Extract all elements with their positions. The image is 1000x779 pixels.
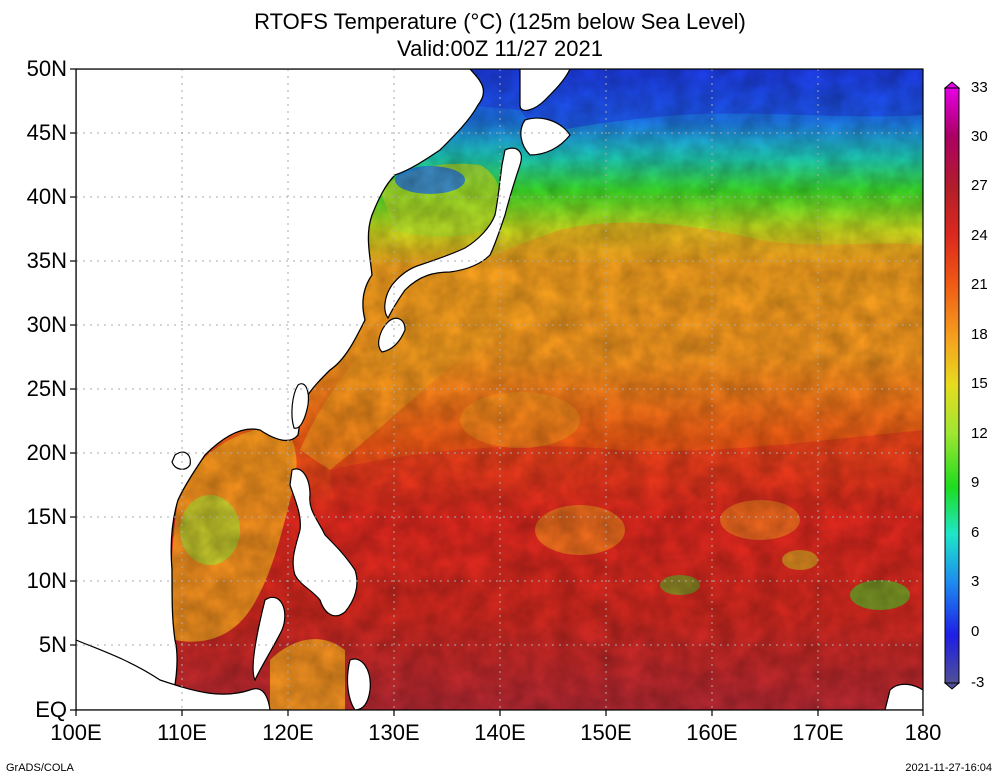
lat-label: 50N [26,56,67,81]
lat-label: 45N [26,120,67,145]
colorbar-label: 0 [971,623,980,640]
colorbar-label: 12 [971,425,988,442]
lon-label: 140E [474,720,526,745]
lat-label: 10N [26,568,67,593]
lat-label: 25N [26,376,67,401]
taiwan [291,383,310,429]
lat-label: 15N [26,504,67,529]
colorbar-label: 30 [971,128,988,145]
colorbar-label: 33 [971,79,988,96]
footer-timestamp: 2021-11-27-16:04 [905,762,992,774]
lat-label: 30N [26,312,67,337]
colorbar-label: 6 [971,524,980,541]
lat-label: 20N [26,440,67,465]
lon-label: 120E [262,720,314,745]
lon-label: 130E [368,720,420,745]
sakhalin [519,69,571,112]
lon-label: 110E [157,720,207,745]
lon-label: 170E [792,720,844,745]
colorbar-label: 9 [971,474,980,491]
graticule [76,69,923,710]
lon-label: 100E [50,720,102,745]
lat-label: EQ [35,697,67,722]
philippines [289,468,358,617]
lat-label: 35N [26,248,67,273]
lon-label: 180 [904,720,942,745]
lon-label: 150E [580,720,632,745]
axis-ticks [70,68,924,716]
japan-honshu [384,147,522,320]
borneo-malaysia [76,639,271,710]
colorbar-bottom-arrow [943,682,961,690]
title-line-2: Valid:00Z 11/27 2021 [397,36,603,61]
colorbar-label: 15 [971,375,988,392]
colorbar-top-arrow [943,81,961,89]
footer-credit: GrADS/COLA [6,762,74,774]
colorbar-label: -3 [971,674,985,691]
colorbar-label: 27 [971,177,988,194]
colorbar-scale [944,87,960,684]
title-line-1: RTOFS Temperature (°C) (125m below Sea L… [254,9,746,34]
lat-label: 5N [38,632,67,657]
sulawesi [346,658,371,710]
colorbar-label: 18 [971,326,988,343]
palawan [252,596,286,682]
lat-label: 40N [26,184,67,209]
colorbar-label: 21 [971,276,988,293]
colorbar-label: 24 [971,227,988,244]
pacific-islands-se [884,683,923,710]
lon-label: 160E [686,720,738,745]
japan-hokkaido [520,117,571,156]
hainan [171,451,191,470]
colorbar [943,81,961,690]
colorbar-label: 3 [971,573,980,590]
japan-kyushu [378,317,406,353]
